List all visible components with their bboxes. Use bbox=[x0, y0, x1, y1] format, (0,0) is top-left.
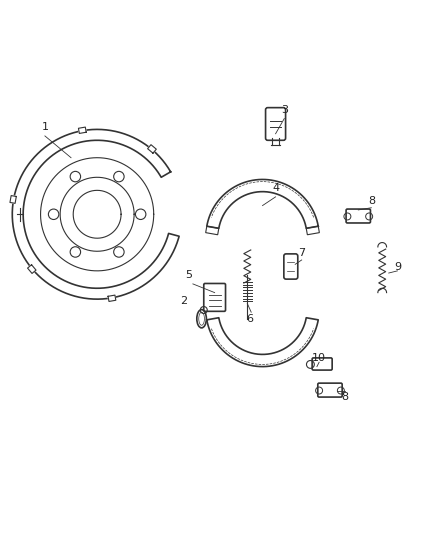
Text: 9: 9 bbox=[394, 262, 401, 271]
Text: 3: 3 bbox=[281, 105, 288, 115]
Polygon shape bbox=[207, 180, 318, 228]
Polygon shape bbox=[12, 130, 179, 299]
Text: 6: 6 bbox=[246, 314, 253, 324]
Text: 10: 10 bbox=[312, 353, 326, 363]
Polygon shape bbox=[108, 295, 116, 302]
Text: 2: 2 bbox=[180, 296, 188, 306]
Text: 4: 4 bbox=[272, 183, 279, 193]
Polygon shape bbox=[148, 144, 156, 153]
Polygon shape bbox=[28, 265, 36, 273]
Text: 5: 5 bbox=[185, 270, 192, 280]
Text: 8: 8 bbox=[368, 196, 375, 206]
Polygon shape bbox=[207, 318, 318, 367]
Text: 7: 7 bbox=[298, 248, 305, 259]
Polygon shape bbox=[10, 196, 16, 204]
Polygon shape bbox=[78, 127, 86, 133]
Text: 8: 8 bbox=[342, 392, 349, 402]
Text: 1: 1 bbox=[42, 122, 49, 132]
